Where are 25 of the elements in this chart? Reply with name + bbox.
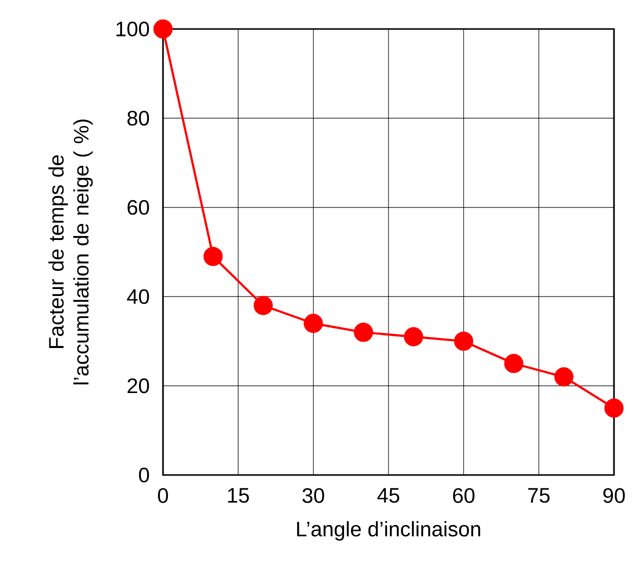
point bbox=[204, 246, 223, 266]
y-tick-label: 20 bbox=[128, 378, 149, 394]
point bbox=[504, 354, 524, 374]
point bbox=[604, 398, 624, 418]
point bbox=[153, 19, 173, 39]
x-tick-label: 30 bbox=[302, 488, 324, 503]
y-axis-title: Facteur de temps de l’accumulation de neige ( %) bbox=[48, 120, 93, 384]
point bbox=[354, 322, 374, 342]
x-tick-label: 45 bbox=[377, 488, 400, 503]
point bbox=[454, 332, 474, 351]
y-tick-label: 0 bbox=[139, 468, 150, 482]
x-tick-label: 15 bbox=[228, 488, 249, 503]
point bbox=[404, 327, 424, 346]
y-tick-label: 40 bbox=[127, 289, 149, 304]
x-tick-label: 0 bbox=[158, 488, 168, 503]
y-tick-label: 100 bbox=[116, 22, 149, 36]
point bbox=[254, 296, 273, 316]
y-tick-label: 60 bbox=[128, 200, 149, 215]
y-tick-label: 80 bbox=[127, 110, 149, 126]
x-tick-label: 60 bbox=[453, 488, 474, 503]
x-tick-label: 90 bbox=[603, 488, 625, 503]
x-tick-label: 75 bbox=[528, 488, 550, 503]
point bbox=[554, 367, 574, 386]
point bbox=[304, 314, 323, 333]
x-axis-title: L’angle d’inclinaison bbox=[297, 521, 480, 541]
